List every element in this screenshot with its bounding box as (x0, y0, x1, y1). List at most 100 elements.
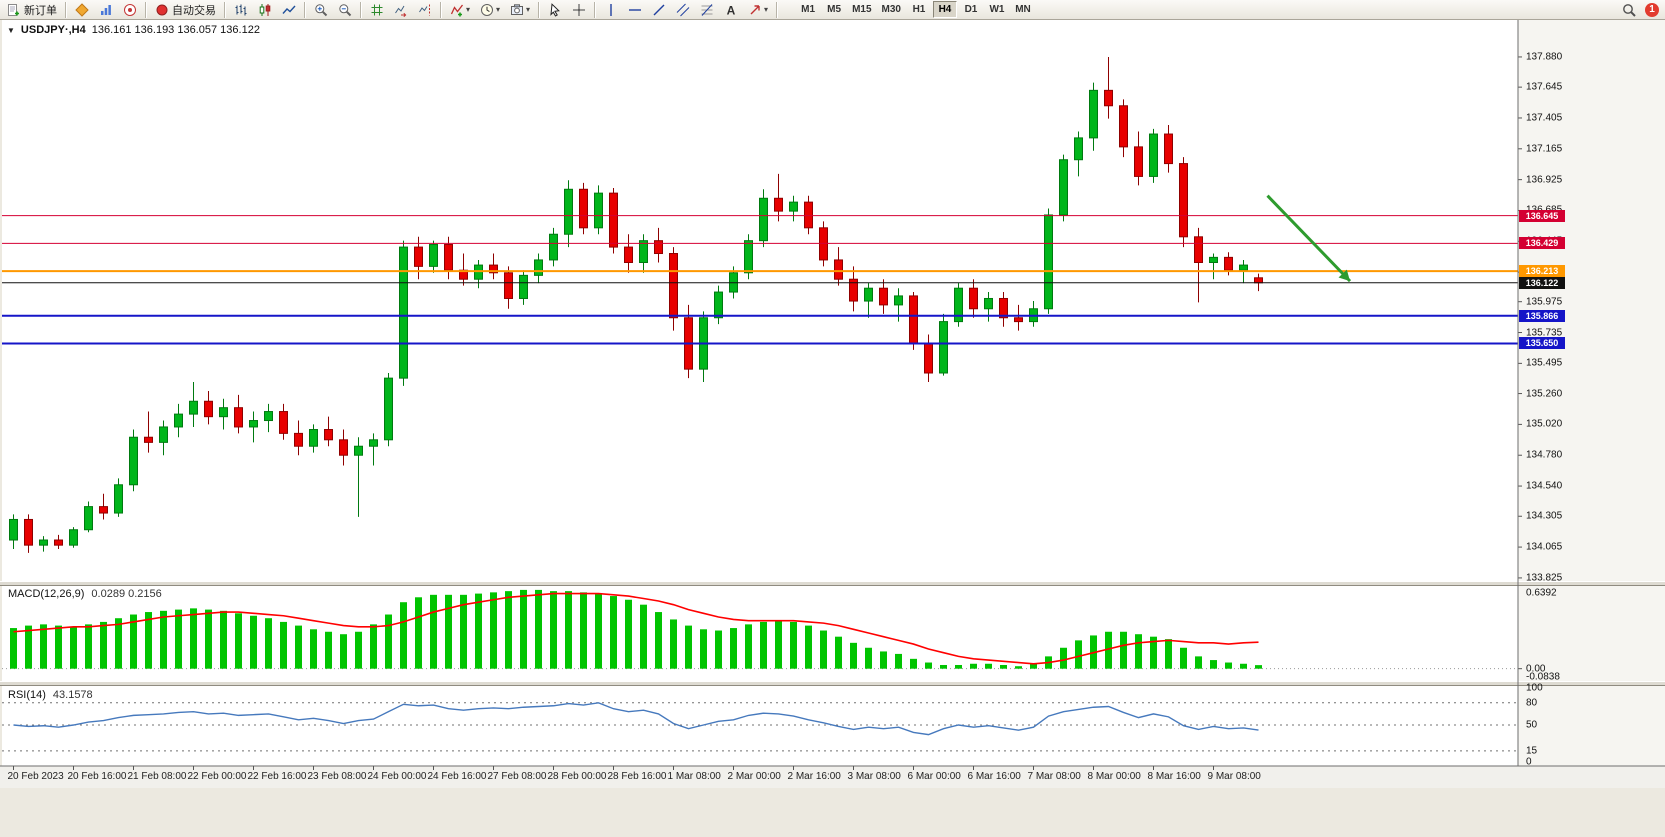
chart-collapse-icon[interactable]: ▼ (7, 25, 15, 35)
bar-chart-button[interactable] (230, 1, 252, 19)
macd-histogram-bar (325, 631, 332, 669)
macd-histogram-bar (1165, 639, 1172, 669)
candle-bearish (324, 429, 333, 441)
macd-histogram-bar (925, 662, 932, 669)
candle-bearish (1134, 146, 1143, 177)
text-button[interactable]: A (720, 1, 742, 19)
indicators-button[interactable]: ▾ (446, 1, 474, 19)
macd-histogram-bar (550, 591, 557, 669)
crosshair-button[interactable] (568, 1, 590, 19)
macd-histogram-bar (1135, 634, 1142, 669)
candle-bullish (384, 377, 393, 441)
macd-histogram-bar (670, 619, 677, 669)
auto-scroll-button[interactable] (390, 1, 412, 19)
macd-histogram-bar (70, 626, 77, 669)
zoom-in-button[interactable] (310, 1, 332, 19)
macd-histogram-bar (235, 613, 242, 669)
mql5-market-button[interactable] (71, 1, 93, 19)
toolbar-separator (145, 1, 147, 18)
macd-histogram-bar (400, 602, 407, 669)
timeframe-m15[interactable]: M15 (852, 4, 872, 15)
notification-badge[interactable]: 1 (1645, 2, 1659, 17)
trend-arrow[interactable] (1266, 194, 1352, 283)
search-button[interactable] (1618, 1, 1640, 19)
macd-histogram-bar (985, 663, 992, 669)
candle-bullish (984, 297, 993, 310)
autotrade-icon (155, 3, 169, 17)
timeframe-m1[interactable]: M1 (801, 4, 816, 15)
community-button[interactable] (119, 1, 141, 19)
chevron-down-icon: ▾ (526, 5, 531, 14)
macd-histogram-bar (100, 621, 107, 669)
fibo-icon (700, 3, 714, 17)
timeframe-m5[interactable]: M5 (827, 4, 842, 15)
macd-histogram-bar (610, 596, 617, 669)
price-axis-background[interactable] (1518, 20, 1665, 766)
candle-bullish (534, 259, 543, 276)
templates-button[interactable]: ▾ (506, 1, 534, 19)
macd-histogram-bar (475, 593, 482, 669)
candle-bearish (504, 272, 513, 299)
arrows-button[interactable]: ▾ (744, 1, 772, 19)
candle-bearish (819, 227, 828, 261)
timeframe-h4[interactable]: H4 (932, 1, 957, 18)
candle-bearish (444, 244, 453, 271)
candle-bearish (654, 240, 663, 255)
candle-bearish (609, 192, 618, 248)
candlestick-chart-button[interactable] (254, 1, 276, 19)
candle-bullish (864, 287, 873, 302)
macd-histogram-bar (895, 653, 902, 669)
macd-histogram-bar (595, 593, 602, 669)
macd-histogram-bar (490, 592, 497, 669)
toolbar-groups: 新订单 自动交易 ▾ ▾ ▾ A ▾ M1 M5 M15 M30 H1 H4 D1 W1 MN (2, 0, 1036, 19)
periods-button[interactable]: ▾ (476, 1, 504, 19)
line-chart-button[interactable] (278, 1, 300, 19)
horizontal-line-button[interactable] (624, 1, 646, 19)
candles-icon (258, 3, 272, 17)
macd-histogram-bar (25, 625, 32, 669)
time-axis-background[interactable] (0, 766, 1665, 788)
candle-bullish (744, 240, 753, 274)
timeframe-h1[interactable]: H1 (912, 4, 926, 15)
channel-button[interactable] (672, 1, 694, 19)
fibonacci-button[interactable] (696, 1, 718, 19)
timeframe-group: M1 M5 M15 M30 H1 H4 D1 W1 MN (795, 1, 1036, 18)
timeframe-w1[interactable]: W1 (989, 4, 1005, 15)
macd-histogram-bar (910, 658, 917, 669)
zoom-out-button[interactable] (334, 1, 356, 19)
panel-splitter[interactable] (0, 581, 1665, 586)
macd-histogram-bar (970, 663, 977, 669)
vertical-line-button[interactable] (600, 1, 622, 19)
grid-button[interactable] (366, 1, 388, 19)
candle-bearish (204, 400, 213, 418)
autotrading-button[interactable]: 自动交易 (151, 1, 220, 19)
candle-bullish (1089, 89, 1098, 139)
svg-text:A: A (727, 3, 736, 17)
toolbar-separator (538, 1, 541, 18)
macd-histogram-bar (685, 625, 692, 669)
candle-bullish (84, 506, 93, 531)
chart-shift-button[interactable] (414, 1, 436, 19)
candle-bearish (999, 297, 1008, 319)
cursor-button[interactable] (544, 1, 566, 19)
charts-button[interactable] (95, 1, 117, 19)
macd-histogram-bar (715, 630, 722, 669)
macd-histogram-bar (250, 615, 257, 669)
macd-histogram-bar (1015, 666, 1022, 669)
timeframe-m30[interactable]: M30 (881, 4, 901, 15)
candle-bullish (1074, 137, 1083, 161)
candle-bearish (879, 287, 888, 306)
candle-bullish (549, 233, 558, 261)
candle-bearish (1014, 317, 1023, 323)
new-order-button[interactable]: 新订单 (3, 1, 61, 19)
macd-histogram-bar (565, 591, 572, 669)
macd-histogram-bar (340, 634, 347, 669)
panel-splitter[interactable] (0, 681, 1665, 686)
timeframe-d1[interactable]: D1 (964, 4, 978, 15)
timeframe-mn[interactable]: MN (1015, 4, 1031, 15)
bars-icon (234, 3, 248, 17)
candle-bearish (1119, 105, 1128, 148)
chartshift-icon (418, 3, 432, 17)
trendline-button[interactable] (648, 1, 670, 19)
